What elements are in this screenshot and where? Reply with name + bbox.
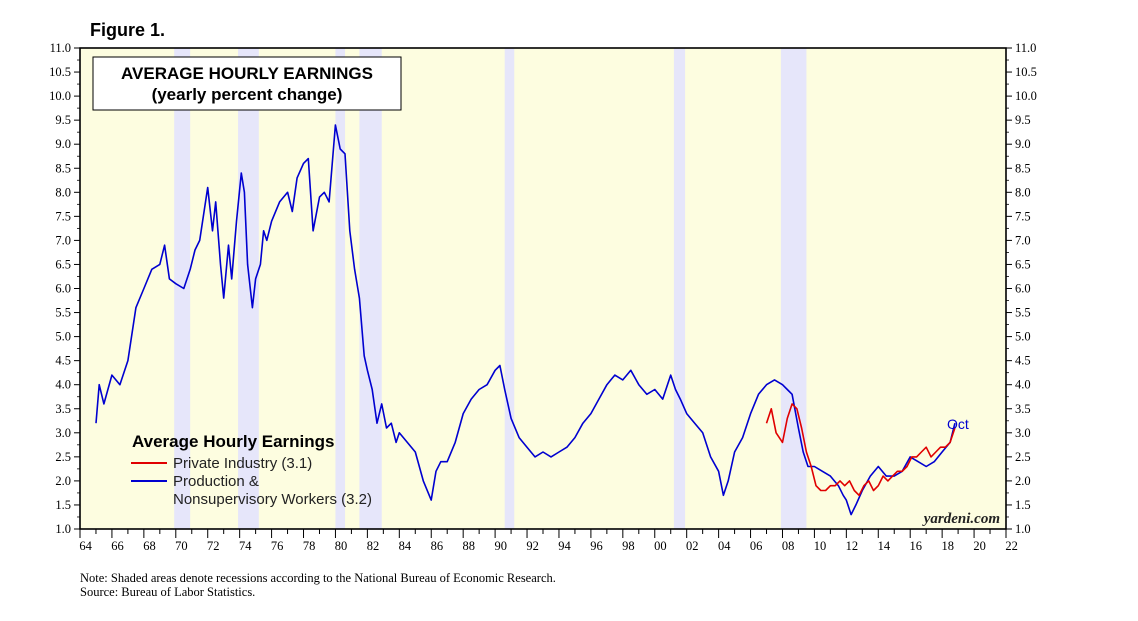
chart: 1.0 1.0 1.5 1.5 2.0 2.0 2.5 2.5 3.0 3.0 3.5 3.5 4.0 4… (49, 41, 1037, 553)
y-tick-label-left: 1.0 (55, 522, 71, 536)
y-tick-label-right: 4.0 (1015, 378, 1031, 392)
x-tick-label: 70 (175, 539, 188, 553)
annotation-oct: Oct (947, 416, 969, 432)
x-tick-label: 08 (782, 539, 795, 553)
y-tick-label-left: 5.0 (55, 330, 71, 344)
y-tick-label-right: 8.0 (1015, 185, 1031, 199)
x-tick-label: 98 (622, 539, 635, 553)
series-lines (95, 124, 956, 516)
x-tick-label: 86 (431, 539, 444, 553)
x-tick-label: 96 (590, 539, 603, 553)
x-tick-label: 16 (910, 539, 923, 553)
y-tick-label-left: 11.0 (50, 41, 71, 55)
notes: Note: Shaded areas denote recessions acc… (80, 571, 556, 599)
recession-band-5 (673, 48, 686, 529)
y-tick-label-left: 8.5 (55, 161, 71, 175)
y-tick-label-left: 4.0 (55, 378, 71, 392)
y-tick-label-right: 6.5 (1015, 257, 1031, 271)
y-tick-label-left: 9.5 (55, 113, 71, 127)
legend-title: Average Hourly Earnings (132, 432, 335, 451)
recession-band-6 (780, 48, 807, 529)
y-tick-label-left: 1.5 (55, 498, 71, 512)
y-tick-label-left: 2.5 (55, 450, 71, 464)
y-tick-label-right: 5.0 (1015, 330, 1031, 344)
y-tick-label-right: 9.5 (1015, 113, 1031, 127)
x-tick-label: 66 (111, 539, 124, 553)
recession-band-1 (238, 48, 259, 529)
x-tick-label: 94 (558, 539, 571, 553)
y-tick-label-left: 6.5 (55, 257, 71, 271)
legend-label-private: Private Industry (3.1) (173, 455, 312, 472)
y-tick-label-right: 2.0 (1015, 474, 1031, 488)
y-tick-label-left: 8.0 (55, 185, 71, 199)
watermark: yardeni.com (922, 511, 1000, 527)
y-tick-label-right: 5.5 (1015, 306, 1031, 320)
y-tick-label-left: 10.0 (49, 89, 71, 103)
title-box: AVERAGE HOURLY EARNINGS (yearly percent … (92, 56, 402, 111)
x-tick-label: 10 (814, 539, 827, 553)
series-line-private (765, 403, 956, 497)
y-tick-label-left: 4.5 (55, 354, 71, 368)
y-tick-label-left: 5.5 (55, 306, 71, 320)
y-tick-label-right: 1.0 (1015, 522, 1031, 536)
plot-background (80, 48, 1006, 529)
chart-title: AVERAGE HOURLY EARNINGS (121, 64, 373, 83)
recession-band-3 (359, 48, 382, 529)
y-tick-label-right: 8.5 (1015, 161, 1031, 175)
x-tick-label: 72 (207, 539, 220, 553)
y-tick-label-left: 9.0 (55, 137, 71, 151)
y-tick-label-left: 7.5 (55, 209, 71, 223)
x-tick-label: 74 (239, 539, 252, 553)
y-tick-label-left: 10.5 (49, 65, 71, 79)
x-tick-label: 92 (526, 539, 539, 553)
x-tick-label: 82 (367, 539, 380, 553)
legend-label-production: Production & (173, 473, 259, 490)
x-tick-label: 88 (463, 539, 476, 553)
x-tick-label: 76 (271, 539, 284, 553)
y-tick-label-left: 7.0 (55, 233, 71, 247)
axes: 1.0 1.0 1.5 1.5 2.0 2.0 2.5 2.5 3.0 3.0 3.5 3.5 4.0 4… (49, 41, 1037, 553)
note-text: Note: Shaded areas denote recessions acc… (80, 571, 556, 585)
x-tick-label: 80 (335, 539, 348, 553)
x-tick-label: 18 (941, 539, 954, 553)
recession-band-4 (504, 48, 515, 529)
y-tick-label-right: 11.0 (1015, 41, 1036, 55)
y-tick-label-right: 7.5 (1015, 209, 1031, 223)
y-tick-label-left: 3.5 (55, 402, 71, 416)
recession-band-2 (335, 48, 346, 529)
legend: Average Hourly Earnings Private Industry… (131, 432, 372, 508)
y-tick-label-right: 10.0 (1015, 89, 1037, 103)
x-tick-label: 20 (973, 539, 986, 553)
recession-band-0 (174, 48, 191, 529)
x-tick-label: 64 (79, 539, 92, 553)
y-tick-label-left: 6.0 (55, 282, 71, 296)
x-tick-label: 06 (750, 539, 763, 553)
series-line-production (95, 124, 956, 516)
chart-subtitle: (yearly percent change) (152, 85, 343, 104)
y-tick-label-right: 4.5 (1015, 354, 1031, 368)
y-tick-label-right: 10.5 (1015, 65, 1037, 79)
x-tick-label: 68 (143, 539, 156, 553)
x-tick-label: 02 (686, 539, 699, 553)
y-tick-label-right: 6.0 (1015, 282, 1031, 296)
y-tick-label-right: 7.0 (1015, 233, 1031, 247)
y-tick-label-right: 3.0 (1015, 426, 1031, 440)
x-tick-label: 22 (1005, 539, 1018, 553)
y-tick-label-right: 3.5 (1015, 402, 1031, 416)
y-tick-label-right: 9.0 (1015, 137, 1031, 151)
source-text: Source: Bureau of Labor Statistics. (80, 585, 256, 599)
x-tick-label: 78 (303, 539, 316, 553)
x-tick-label: 00 (654, 539, 667, 553)
x-tick-label: 04 (718, 539, 731, 553)
x-tick-label: 84 (399, 539, 412, 553)
y-tick-label-left: 3.0 (55, 426, 71, 440)
figure-label: Figure 1. (90, 20, 166, 40)
x-tick-label: 12 (846, 539, 859, 553)
legend-label-production-line2: Nonsupervisory Workers (3.2) (173, 491, 372, 508)
x-tick-label: 90 (494, 539, 507, 553)
y-tick-label-left: 2.0 (55, 474, 71, 488)
x-tick-label: 14 (878, 539, 891, 553)
y-tick-label-right: 2.5 (1015, 450, 1031, 464)
y-tick-label-right: 1.5 (1015, 498, 1031, 512)
